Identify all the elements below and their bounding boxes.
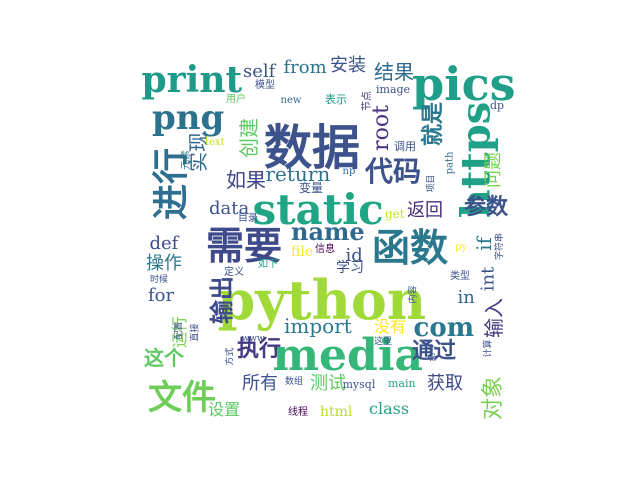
cloud-word: 定义: [224, 267, 244, 278]
cloud-word: 类型: [450, 271, 470, 282]
cloud-word: mysql: [342, 377, 376, 391]
cloud-word: 就是: [421, 101, 447, 147]
cloud-word: 这里: [374, 336, 393, 347]
cloud-word: id: [345, 245, 363, 266]
cloud-word: 计算: [483, 338, 494, 358]
cloud-word: import: [284, 314, 352, 338]
cloud-word: path: [443, 151, 455, 175]
cloud-word: python: [217, 268, 427, 332]
cloud-word: if: [471, 237, 496, 251]
cloud-word: new: [280, 95, 302, 106]
cloud-word: 通过: [412, 339, 457, 364]
cloud-word: 时候: [150, 274, 169, 285]
cloud-word: static: [252, 185, 384, 234]
cloud-word: 表示: [325, 92, 347, 106]
cloud-word: int: [476, 266, 498, 292]
cloud-word: 获取: [427, 373, 463, 394]
cloud-word: 命令: [428, 342, 439, 362]
cloud-word: 字符串: [494, 232, 505, 260]
cloud-word: from: [283, 57, 327, 78]
cloud-word: 安装: [330, 55, 366, 76]
cloud-word: 测试: [310, 373, 346, 394]
cloud-word: pics: [412, 57, 516, 111]
cloud-word: def: [149, 233, 179, 254]
cloud-word: return: [265, 162, 331, 186]
cloud-word: 文件: [148, 378, 216, 418]
cloud-word: text: [205, 137, 225, 148]
cloud-word: data: [209, 198, 250, 219]
cloud-word: root: [368, 105, 394, 151]
cloud-word: get: [385, 207, 405, 221]
cloud-word: 项目: [426, 173, 437, 193]
cloud-word: 内容: [408, 284, 419, 304]
cloud-word: 模型: [255, 80, 275, 91]
cloud-word: in: [457, 287, 475, 308]
cloud-word: 操作: [146, 253, 182, 274]
cloud-word: 如下: [258, 259, 278, 270]
cloud-word: for: [148, 285, 175, 306]
cloud-word: main: [388, 376, 416, 390]
cloud-word: 输出: [208, 276, 236, 324]
cloud-word: py: [455, 242, 468, 253]
cloud-word: 学习: [336, 260, 364, 276]
cloud-word: 用户: [226, 94, 246, 105]
cloud-word: www: [241, 333, 265, 344]
cloud-word: name: [291, 217, 365, 246]
cloud-word: print: [141, 59, 243, 101]
cloud-word: html: [320, 404, 353, 420]
cloud-word: 这个: [144, 346, 184, 370]
cloud-word: 返回: [407, 200, 443, 221]
cloud-word: 代码: [365, 155, 422, 188]
cloud-word: 调用: [394, 139, 416, 153]
cloud-word: media: [272, 330, 424, 381]
cloud-word: 函数: [372, 226, 449, 270]
cloud-word: com: [413, 313, 475, 343]
cloud-word: self: [243, 61, 276, 82]
cloud-word: 结果: [374, 60, 414, 84]
cloud-word: 变量: [299, 181, 324, 195]
cloud-word: 所有: [242, 373, 278, 394]
cloud-word: 配置: [174, 320, 185, 340]
cloud-word: np: [342, 166, 356, 177]
cloud-word: 参数: [464, 195, 509, 220]
cloud-word: 执行: [237, 337, 282, 362]
cloud-word: 方式: [225, 346, 236, 366]
cloud-word: 目录: [238, 213, 258, 224]
cloud-word: 没有: [374, 317, 407, 336]
cloud-word: 设置: [208, 400, 241, 419]
cloud-word: 线程: [288, 407, 308, 418]
cloud-word: class: [369, 399, 410, 418]
cloud-word: dp: [490, 98, 505, 112]
cloud-word: 对象: [481, 375, 507, 421]
cloud-word: 输入: [482, 298, 506, 338]
cloud-word: 节点: [362, 91, 373, 111]
cloud-word: 直接: [190, 322, 201, 342]
cloud-word: file: [291, 244, 314, 260]
cloud-word: 问题: [483, 152, 504, 188]
cloud-word: 如果: [226, 168, 266, 192]
cloud-word: png: [152, 98, 225, 138]
cloud-word: 元素: [181, 150, 192, 170]
cloud-word: 数组: [285, 376, 304, 387]
cloud-word: 信息: [315, 244, 335, 255]
cloud-word: image: [376, 82, 411, 96]
cloud-word: 数据: [264, 120, 361, 176]
cloud-word: 需要: [206, 224, 283, 268]
cloud-word: 创建: [237, 118, 261, 158]
